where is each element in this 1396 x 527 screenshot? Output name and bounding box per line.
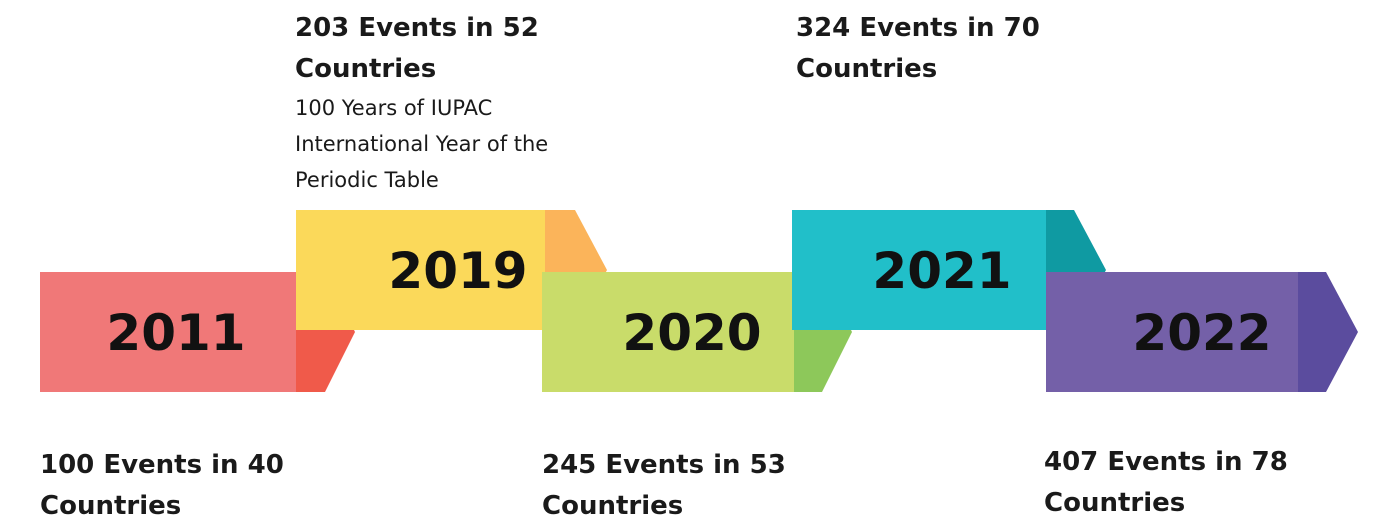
caption-2020-headline-line1: 245 Events in 53 <box>542 450 786 480</box>
caption-2021-headline-line1: 324 Events in 70 <box>796 13 1040 43</box>
caption-2022: 407 Events in 78 Countries <box>1044 442 1324 524</box>
arrow-2019-body <box>296 210 545 330</box>
caption-2019-headline-line1: 203 Events in 52 <box>295 13 539 43</box>
caption-2011: 100 Events in 40 Countries <box>40 445 320 527</box>
caption-2020-headline-line2: Countries <box>542 491 684 521</box>
arrow-2021-body <box>792 210 1046 330</box>
caption-2019: 203 Events in 52 Countries 100 Years of … <box>295 8 615 198</box>
caption-2019-note-line1: 100 Years of IUPAC <box>295 96 493 120</box>
caption-2022-headline-line2: Countries <box>1044 488 1186 518</box>
arrow-2022: 2022 <box>1046 272 1358 392</box>
caption-2019-note-line2: International Year of the <box>295 132 549 156</box>
arrow-2021: 2021 <box>792 210 1106 330</box>
caption-2022-headline-line1: 407 Events in 78 <box>1044 447 1288 477</box>
caption-2011-headline-line1: 100 Events in 40 <box>40 450 284 480</box>
year-label-2011: 2011 <box>106 304 245 362</box>
year-label-2022: 2022 <box>1132 304 1271 362</box>
caption-2019-note-line3: Periodic Table <box>295 168 439 192</box>
year-label-2019: 2019 <box>388 242 527 300</box>
caption-2021: 324 Events in 70 Countries <box>796 8 1076 90</box>
caption-2020: 245 Events in 53 Countries <box>542 445 822 527</box>
caption-2021-headline-line2: Countries <box>796 54 938 84</box>
arrow-2020-body <box>542 272 794 392</box>
caption-2019-headline-line2: Countries <box>295 54 437 84</box>
arrow-2011-body <box>40 272 296 392</box>
year-label-2021: 2021 <box>872 242 1011 300</box>
arrow-2022-tip <box>1298 272 1358 392</box>
arrow-2022-body <box>1046 272 1298 392</box>
caption-2011-headline-line2: Countries <box>40 491 182 521</box>
year-label-2020: 2020 <box>622 304 761 362</box>
arrow-2019: 2019 <box>296 210 607 330</box>
